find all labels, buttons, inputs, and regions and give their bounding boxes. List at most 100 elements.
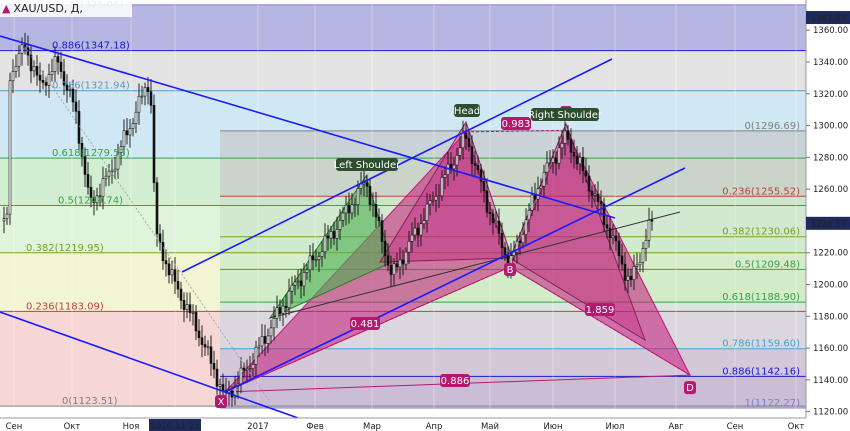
candle-body <box>17 53 21 67</box>
fib-right-band <box>220 196 806 237</box>
candle-body <box>497 220 501 234</box>
candle-body <box>77 111 81 144</box>
candle-body <box>233 385 237 398</box>
candle-body <box>185 304 189 310</box>
candle-body <box>596 193 600 202</box>
candle-body <box>407 241 411 253</box>
ratio-xd-bg <box>440 374 470 387</box>
candle-body <box>14 66 18 72</box>
candles <box>2 32 654 407</box>
candle-body <box>299 280 303 287</box>
candle-body <box>338 220 342 230</box>
y-tick-label: 1320.00 <box>813 90 848 100</box>
candle-body <box>44 82 48 86</box>
candle-body <box>179 288 183 301</box>
grid <box>13 0 797 418</box>
candle-body <box>170 269 174 276</box>
candle-body <box>542 171 546 187</box>
candle-body <box>92 197 96 204</box>
candle-body <box>416 227 420 236</box>
point-x-bg <box>215 395 227 408</box>
candle-body <box>32 66 36 72</box>
candle-body <box>311 255 315 261</box>
candle-body <box>539 185 543 189</box>
candle-body <box>212 363 216 370</box>
candle-body <box>632 266 636 281</box>
candle-body <box>398 259 402 268</box>
candle-body <box>569 139 573 153</box>
time-axis-bg <box>0 418 850 431</box>
candle-body <box>368 186 372 205</box>
candle-body <box>413 227 417 236</box>
candle-body <box>482 180 486 192</box>
ascending-channel-bottom <box>224 167 686 393</box>
x-tick-label: Мар <box>363 422 381 431</box>
ratio-ac: 0.983 <box>502 119 531 130</box>
candle-body <box>95 195 99 204</box>
candle-body <box>404 251 408 265</box>
candle-body <box>326 235 330 239</box>
candle-body <box>392 263 396 275</box>
candle-body <box>464 132 468 139</box>
candle-body <box>479 169 483 182</box>
candle-body <box>173 269 177 282</box>
candle-body <box>383 241 387 256</box>
fib-left-label: 0.382(1219.95) <box>26 243 104 254</box>
candle-body <box>134 111 138 124</box>
candle-body <box>605 224 609 229</box>
fib-right-label: 0.886(1142.16) <box>722 366 800 377</box>
x-highlight-label: 2016-11-21 <box>150 422 199 431</box>
candle-body <box>272 317 276 329</box>
candle-body <box>269 327 273 337</box>
right-shoulder-label-bg <box>531 108 599 121</box>
fib-left-label: 0.786(1321.94) <box>52 81 130 92</box>
candle-body <box>71 88 75 103</box>
candle-body <box>629 275 633 281</box>
fib-left-label: 0.236(1183.09) <box>26 301 104 312</box>
candle-body <box>35 66 39 76</box>
fib-right-label: 0.236(1255.52) <box>722 186 800 197</box>
ratio-xb: 0.481 <box>351 319 380 330</box>
candle-body <box>608 227 612 239</box>
fib-right-label: 1(1122.27) <box>744 398 800 409</box>
candle-body <box>365 182 369 187</box>
candle-body <box>434 196 438 201</box>
candle-body <box>323 235 327 253</box>
y-tick-label: 1340.00 <box>813 58 848 68</box>
candle-body <box>578 157 582 165</box>
candle-body <box>155 182 159 235</box>
candle-body <box>425 203 429 221</box>
candle-body <box>131 123 135 129</box>
candle-body <box>122 130 126 148</box>
candle-body <box>191 312 195 314</box>
candle-body <box>422 220 426 225</box>
candle-body <box>239 367 243 385</box>
candle-body <box>344 204 348 214</box>
candle-body <box>557 147 561 164</box>
y-tick-label: 1160.00 <box>813 344 848 354</box>
candle-body <box>374 204 378 218</box>
candle-body <box>470 146 474 164</box>
candle-body <box>47 74 51 86</box>
candle-body <box>260 336 264 347</box>
candle-body <box>251 364 255 369</box>
candle-body <box>329 231 333 239</box>
candle-body <box>188 304 192 314</box>
candle-body <box>371 204 375 206</box>
candle-body <box>266 335 270 344</box>
fib-left-label: 0.886(1347.18) <box>52 41 130 52</box>
x-tick-label: Июн <box>543 422 562 431</box>
x-tick-label: Авг <box>668 422 684 431</box>
head-label-bg <box>454 104 480 117</box>
candle-body <box>527 209 531 221</box>
left-shoulder-label-bg <box>336 158 398 171</box>
candle-body <box>395 263 399 268</box>
candle-body <box>503 247 507 256</box>
candle-body <box>197 330 201 339</box>
candle-body <box>530 194 534 211</box>
candle-body <box>512 251 516 256</box>
y-tick-label: 1140.00 <box>813 376 848 386</box>
candle-body <box>218 384 222 387</box>
candle-body <box>647 219 651 241</box>
